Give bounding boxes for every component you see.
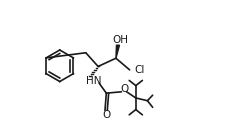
- Text: O: O: [120, 85, 128, 94]
- Text: O: O: [102, 110, 110, 120]
- Text: Cl: Cl: [135, 65, 145, 75]
- Polygon shape: [116, 45, 119, 58]
- Text: OH: OH: [112, 35, 128, 45]
- Text: HN: HN: [86, 76, 102, 86]
